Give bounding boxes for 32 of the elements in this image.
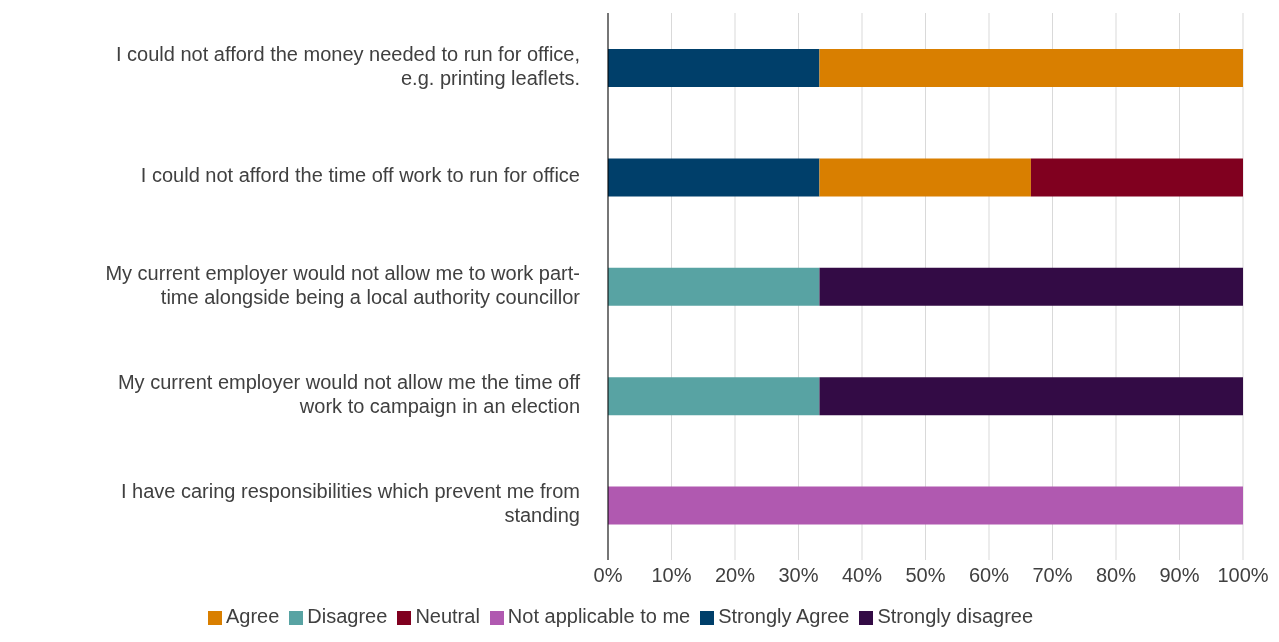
y-tick-label: My current employer would not allow me the time off work to campaign in an election [117, 371, 581, 418]
x-tick-label: 80% [1095, 564, 1137, 587]
bar [608, 158, 820, 197]
legend-label: Agree [225, 605, 280, 627]
x-tick-label: 70% [1032, 564, 1073, 587]
bar [819, 377, 1243, 416]
bar [608, 49, 820, 87]
bar [608, 486, 1243, 525]
x-tick-label: 50% [905, 564, 946, 587]
y-tick-label: I could not afford the time off work to run for office [140, 164, 580, 187]
x-tick-label: 0% [593, 564, 623, 587]
x-tick-label: 30% [778, 564, 819, 587]
x-tick-label: 10% [651, 564, 692, 587]
y-tick-label: My current employer would not allow me to work part-time alongside being a local authority councillor [105, 261, 581, 308]
bar [819, 49, 1243, 87]
bar [1030, 158, 1243, 197]
legend-label: Neutral [415, 605, 480, 627]
x-tick-label: 20% [714, 564, 756, 587]
x-tick-label: 90% [1159, 564, 1200, 587]
x-tick-label: 100% [1217, 564, 1269, 587]
bar [608, 377, 820, 416]
bar [819, 158, 1031, 197]
bar [608, 267, 820, 306]
x-tick-label: 40% [841, 564, 883, 587]
x-tick-label: 60% [968, 564, 1010, 587]
y-tick-label: I have caring responsibilities which prevent me from standing [120, 480, 580, 527]
legend-label: Disagree [307, 605, 388, 627]
y-tick-label: I could not afford the money needed to run for office, e.g. printing leaflets. [115, 42, 580, 89]
legend-label: Strongly Agree [718, 605, 850, 627]
legend-label: Not applicable to me [507, 605, 691, 627]
bar [819, 267, 1243, 306]
legend-label: Strongly disagree [877, 605, 1034, 627]
